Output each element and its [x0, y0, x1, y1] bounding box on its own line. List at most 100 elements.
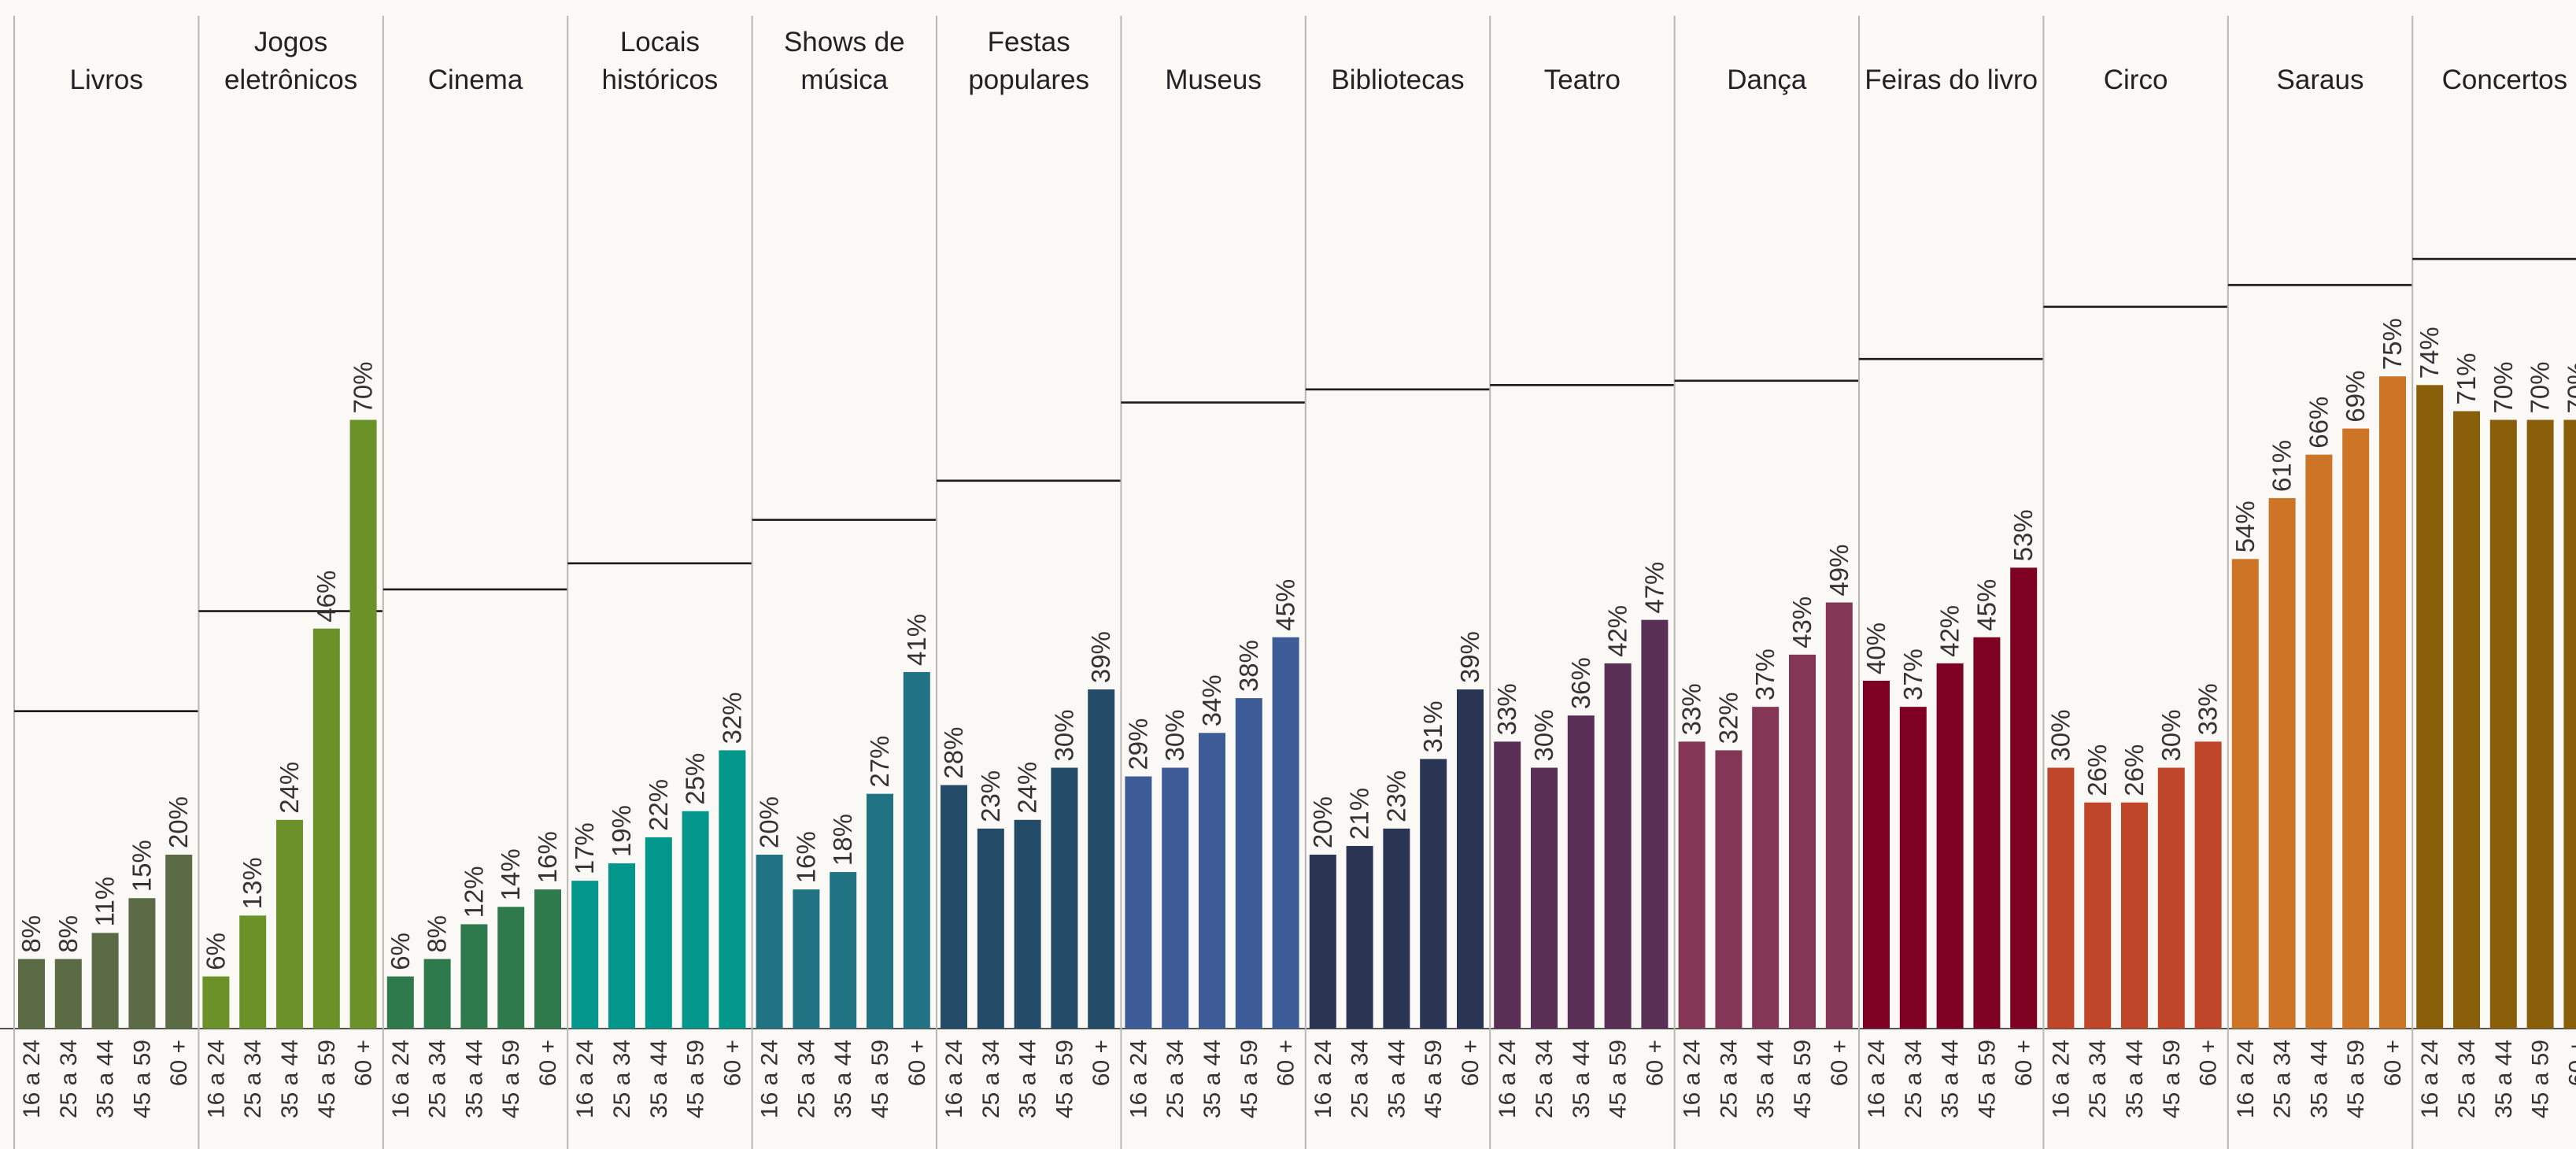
data-label: 39% [1455, 631, 1484, 683]
data-label: 49% [1824, 544, 1853, 596]
data-label: 38% [1234, 640, 1263, 692]
data-label: 39% [1086, 631, 1115, 683]
tick-label: 60 + [1458, 1040, 1484, 1086]
tick-label: 25 a 34 [425, 1040, 451, 1118]
data-label: 33% [2193, 683, 2223, 735]
data-label: 54% [2230, 501, 2260, 552]
data-label: 45% [1972, 579, 2001, 631]
panel-title: Saraus [2277, 65, 2364, 95]
data-label: 37% [1898, 648, 1927, 700]
data-label: 8% [17, 915, 46, 953]
bar [977, 828, 1004, 1029]
data-label: 25% [681, 753, 710, 805]
data-label: 71% [2452, 353, 2481, 405]
bar [719, 750, 746, 1029]
tick-label: 25 a 34 [2085, 1040, 2111, 1118]
panel-4: Shows de música 20% 16 a 24 16% 25 a 34 18% 35 … [751, 16, 937, 1149]
data-label: 30% [1160, 709, 1189, 761]
panel-12: Saraus 54% 16 a 24 61% 25 a 34 66% 35 a 44 69% 4… [2227, 16, 2413, 1149]
bar [1125, 776, 1152, 1029]
tick-label: 60 + [1273, 1040, 1299, 1086]
bar [2305, 454, 2333, 1029]
tick-label: 35 a 44 [1753, 1040, 1779, 1118]
panel-title: Concertos [2442, 65, 2568, 95]
bar [497, 907, 525, 1029]
data-label: 27% [865, 736, 894, 788]
data-label: 23% [976, 770, 1005, 822]
bar [1752, 707, 1780, 1029]
bar [349, 419, 377, 1029]
data-label: 66% [2304, 397, 2333, 449]
tick-label: 45 a 59 [498, 1040, 524, 1118]
panel-5: Festas populares 28% 16 a 24 23% 25 a 34 24% 35… [936, 16, 1122, 1149]
bar [682, 811, 709, 1029]
data-label: 15% [127, 840, 156, 892]
data-label: 20% [164, 796, 193, 848]
tick-label: 16 a 24 [2233, 1040, 2259, 1118]
data-label: 70% [2562, 361, 2576, 413]
data-label: 42% [1603, 605, 1632, 657]
data-label: 20% [1308, 796, 1337, 848]
bar [386, 976, 414, 1029]
data-label: 42% [1935, 605, 1964, 657]
tick-label: 16 a 24 [2048, 1040, 2074, 1118]
tick-label: 60 + [1827, 1040, 1853, 1086]
tick-label: 25 a 34 [56, 1040, 82, 1118]
bar [1235, 698, 1262, 1029]
data-label: 69% [2341, 370, 2370, 422]
panel-title: populares [968, 65, 1089, 95]
tick-label: 45 a 59 [867, 1040, 893, 1118]
tick-label: 16 a 24 [388, 1040, 414, 1118]
tick-label: 16 a 24 [1495, 1040, 1521, 1118]
bar [2379, 376, 2406, 1029]
data-label: 53% [2009, 509, 2038, 561]
data-label: 23% [1381, 770, 1410, 822]
panel-title: Bibliotecas [1331, 65, 1464, 95]
bar [2268, 497, 2296, 1029]
tick-label: 16 a 24 [572, 1040, 598, 1118]
panel-title: Museus [1165, 65, 1262, 95]
bar [1604, 663, 1632, 1029]
tick-label: 45 a 59 [683, 1040, 709, 1118]
data-label: 70% [2526, 361, 2555, 413]
panel-6: Museus 29% 16 a 24 30% 25 a 34 34% 35 a 44 38% 4… [1120, 16, 1306, 1149]
data-label: 40% [1861, 623, 1890, 674]
tick-label: 16 a 24 [2417, 1040, 2443, 1118]
data-label: 32% [717, 692, 746, 744]
tick-label: 25 a 34 [2270, 1040, 2296, 1118]
tick-label: 25 a 34 [1162, 1040, 1188, 1118]
tick-label: 25 a 34 [1347, 1040, 1373, 1118]
panel-11: Circo 30% 16 a 24 26% 25 a 34 26% 35 a 44 30% 45… [2042, 16, 2228, 1149]
panel-title: Shows de [784, 27, 905, 57]
panel-2: Cinema 6% 16 a 24 8% 25 a 34 12% 35 a 44 14% 45 … [382, 16, 568, 1149]
data-label: 70% [349, 361, 378, 413]
bar [1715, 750, 1743, 1029]
tick-label: 35 a 44 [2306, 1040, 2332, 1118]
panel-title: Circo [2104, 65, 2168, 95]
bar [1014, 819, 1041, 1029]
data-label: 43% [1787, 597, 1817, 648]
bar [2416, 385, 2444, 1029]
tick-label: 60 + [904, 1040, 930, 1086]
data-label: 26% [2120, 744, 2149, 796]
tick-label: 45 a 59 [1790, 1040, 1816, 1118]
tick-label: 60 + [2380, 1040, 2406, 1086]
tick-label: 60 + [2196, 1040, 2222, 1086]
bar [2231, 559, 2259, 1029]
bar [793, 889, 820, 1029]
data-label: 26% [2083, 744, 2112, 796]
data-label: 8% [54, 915, 83, 953]
bar [312, 628, 340, 1029]
bar [1162, 767, 1189, 1029]
tick-label: 35 a 44 [1569, 1040, 1595, 1118]
bar [423, 959, 451, 1029]
bar [276, 819, 303, 1029]
bar [2563, 419, 2576, 1029]
bar [571, 881, 599, 1029]
panel-title: música [800, 65, 888, 95]
data-label: 32% [1713, 692, 1743, 744]
panel-title: Locais [620, 27, 700, 57]
bar [2342, 428, 2370, 1029]
